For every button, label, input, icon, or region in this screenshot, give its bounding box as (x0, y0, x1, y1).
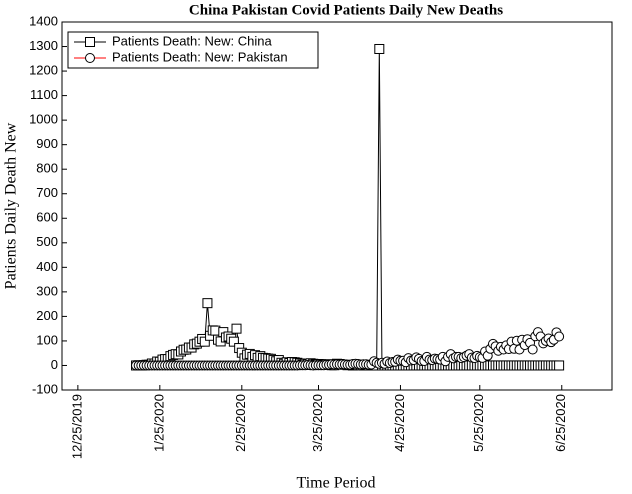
y-tick-label: 200 (36, 308, 58, 323)
plot-frame (61, 21, 613, 391)
x-tick-label: 4/25/2020 (392, 394, 407, 452)
series-line (135, 48, 560, 367)
data-point (527, 344, 538, 355)
legend-label: Patients Death: New: Pakistan (112, 49, 288, 64)
x-tick-label: 2/25/2020 (233, 394, 248, 452)
y-tick-label: 100 (36, 332, 58, 347)
y-tick-label: 0 (51, 357, 58, 372)
x-tick-label: 6/25/2020 (553, 394, 568, 452)
y-tick-label: 500 (36, 234, 58, 249)
x-tick-label: 1/25/2020 (151, 394, 166, 452)
x-tick-label: 3/25/2020 (310, 394, 325, 452)
y-tick-label: 1400 (29, 13, 58, 28)
data-point (202, 298, 213, 309)
y-tick-label: 800 (36, 161, 58, 176)
legend-marker (85, 53, 95, 63)
data-point (231, 323, 242, 334)
legend-label: Patients Death: New: China (112, 33, 272, 48)
chart-title: China Pakistan Covid Patients Daily New … (189, 2, 503, 18)
data-point (199, 336, 210, 347)
y-tick-label: 1000 (29, 112, 58, 127)
x-axis-label: Time Period (297, 475, 376, 492)
data-point (554, 331, 565, 342)
data-point (554, 360, 565, 371)
y-tick-label: 400 (36, 259, 58, 274)
data-point (228, 336, 239, 347)
legend-marker (85, 37, 95, 47)
y-tick-label: 1300 (29, 38, 58, 53)
y-tick-label: 1200 (29, 63, 58, 78)
x-tick-label: 5/25/2020 (471, 394, 486, 452)
y-tick-label: 700 (36, 185, 58, 200)
x-tick-label: 12/25/2019 (69, 394, 84, 459)
y-axis-label: Patients Daily Death New (3, 122, 20, 289)
y-tick-label: 1100 (30, 87, 58, 102)
y-tick-label: 600 (36, 210, 58, 225)
y-tick-label: -100 (32, 381, 58, 396)
y-tick-label: 300 (36, 283, 58, 298)
y-tick-label: 900 (36, 136, 58, 151)
legend-box (67, 31, 319, 69)
data-point (374, 43, 385, 54)
